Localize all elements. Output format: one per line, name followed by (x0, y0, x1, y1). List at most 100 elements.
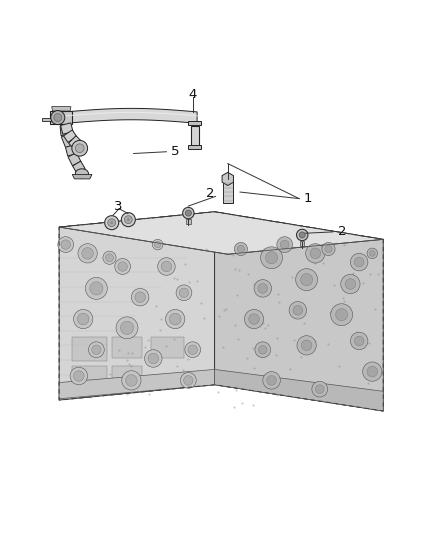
Circle shape (249, 314, 259, 325)
Circle shape (367, 366, 378, 377)
Polygon shape (188, 145, 201, 149)
Circle shape (184, 376, 193, 385)
Text: 4: 4 (188, 88, 197, 101)
Circle shape (179, 288, 189, 297)
Circle shape (363, 362, 382, 381)
Text: 3: 3 (114, 199, 123, 213)
Polygon shape (42, 118, 52, 121)
Circle shape (263, 372, 280, 389)
Circle shape (367, 248, 378, 259)
Circle shape (237, 245, 244, 253)
Circle shape (72, 140, 88, 156)
Polygon shape (69, 136, 82, 150)
Polygon shape (50, 111, 72, 124)
Polygon shape (223, 181, 233, 203)
Circle shape (106, 254, 113, 262)
Circle shape (85, 278, 107, 300)
Circle shape (322, 243, 335, 255)
Circle shape (148, 353, 159, 364)
Text: 1: 1 (304, 192, 312, 205)
Circle shape (115, 259, 131, 274)
Polygon shape (59, 212, 383, 254)
Circle shape (105, 216, 119, 230)
Polygon shape (151, 336, 184, 359)
Circle shape (90, 282, 103, 295)
Circle shape (280, 240, 289, 249)
Circle shape (254, 280, 272, 297)
Ellipse shape (75, 169, 88, 179)
Polygon shape (300, 241, 304, 246)
Circle shape (135, 292, 145, 302)
Circle shape (122, 371, 141, 390)
Circle shape (124, 216, 132, 223)
Circle shape (127, 219, 130, 221)
Circle shape (78, 313, 89, 325)
Circle shape (301, 340, 312, 351)
Circle shape (126, 375, 137, 386)
Polygon shape (52, 107, 71, 111)
Circle shape (267, 376, 276, 385)
Circle shape (296, 269, 318, 290)
Circle shape (176, 285, 192, 301)
Circle shape (297, 229, 308, 241)
Circle shape (152, 239, 163, 250)
Circle shape (155, 241, 161, 248)
Circle shape (88, 342, 104, 358)
Polygon shape (68, 152, 81, 166)
Circle shape (170, 313, 181, 325)
Polygon shape (186, 219, 191, 224)
Circle shape (110, 221, 113, 224)
Circle shape (293, 305, 303, 315)
Polygon shape (72, 336, 107, 361)
Circle shape (277, 237, 293, 253)
Circle shape (345, 279, 356, 289)
Polygon shape (222, 172, 233, 185)
Circle shape (336, 309, 348, 321)
Polygon shape (112, 336, 142, 359)
Circle shape (158, 258, 175, 275)
Circle shape (315, 385, 324, 393)
Circle shape (108, 219, 116, 227)
Polygon shape (66, 145, 77, 156)
Polygon shape (66, 108, 197, 123)
Polygon shape (59, 212, 215, 400)
Circle shape (54, 114, 62, 122)
Circle shape (331, 304, 353, 326)
Circle shape (183, 207, 194, 219)
Circle shape (120, 321, 134, 334)
Polygon shape (215, 212, 383, 411)
Polygon shape (191, 126, 199, 148)
Text: 2: 2 (338, 225, 346, 238)
Circle shape (354, 257, 364, 267)
Circle shape (118, 262, 127, 271)
Circle shape (354, 336, 364, 346)
Polygon shape (60, 125, 71, 135)
Circle shape (265, 252, 278, 264)
Text: 5: 5 (171, 146, 179, 158)
Polygon shape (64, 130, 77, 142)
Polygon shape (215, 369, 383, 411)
Circle shape (161, 261, 172, 272)
Circle shape (350, 332, 368, 350)
Circle shape (325, 245, 332, 253)
Circle shape (70, 367, 88, 385)
Circle shape (341, 274, 360, 294)
Circle shape (261, 247, 283, 269)
Circle shape (299, 232, 305, 238)
Circle shape (244, 310, 264, 329)
Circle shape (131, 288, 149, 306)
Circle shape (166, 310, 185, 329)
Circle shape (350, 253, 368, 271)
Circle shape (188, 345, 198, 354)
Circle shape (310, 248, 321, 259)
Polygon shape (72, 174, 92, 179)
Circle shape (300, 273, 313, 286)
Circle shape (312, 381, 328, 397)
Circle shape (74, 371, 84, 381)
Circle shape (61, 240, 71, 249)
Circle shape (234, 243, 247, 255)
Circle shape (92, 345, 101, 354)
Circle shape (185, 210, 191, 216)
Polygon shape (60, 123, 73, 134)
Circle shape (78, 244, 97, 263)
